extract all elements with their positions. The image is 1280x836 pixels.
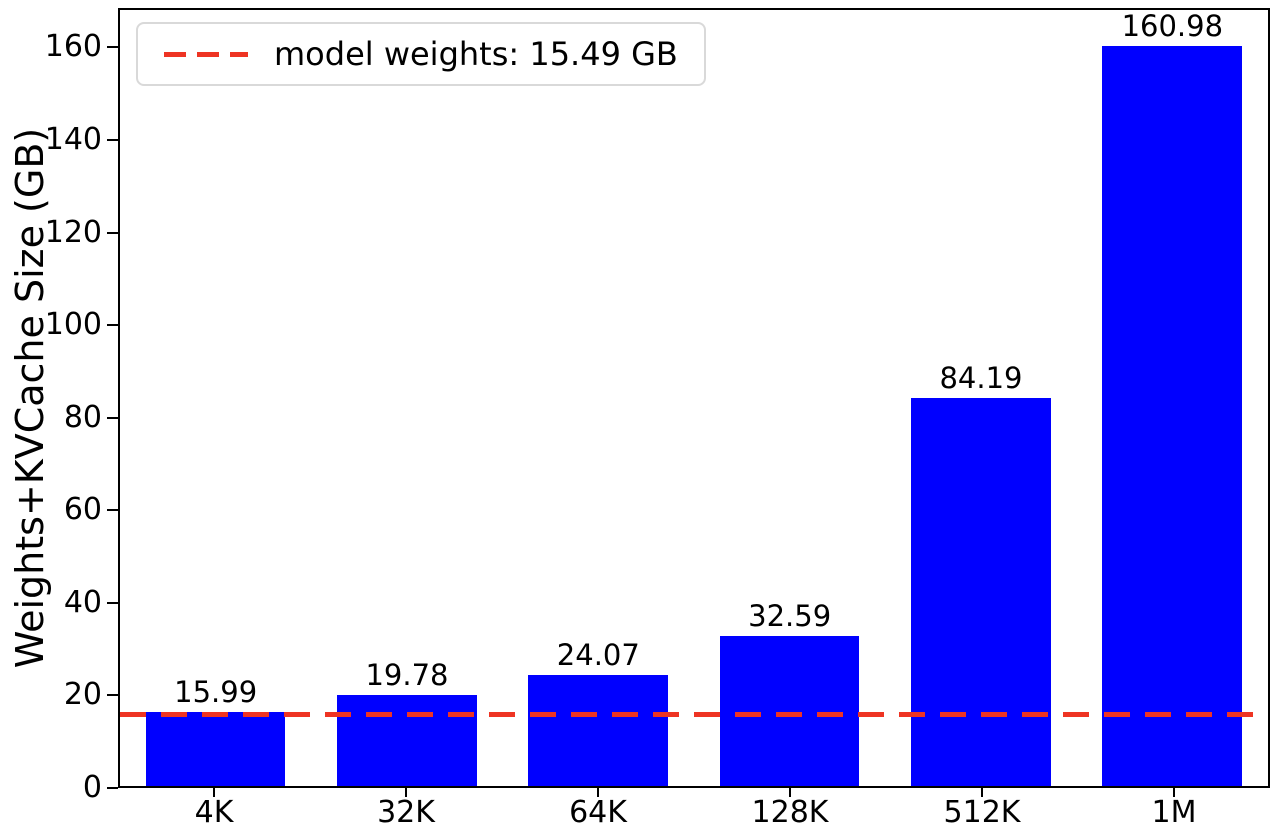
- y-tick-mark: [107, 601, 118, 604]
- bar-value-label: 19.78: [365, 657, 449, 692]
- x-tick-mark: [597, 788, 599, 797]
- bar-value-label: 15.99: [174, 675, 258, 710]
- bar: [911, 398, 1051, 786]
- x-tick-label: 64K: [569, 795, 627, 830]
- y-tick-mark: [107, 787, 118, 789]
- bar-value-label: 32.59: [748, 598, 832, 633]
- bar: [337, 694, 477, 786]
- bar: [528, 675, 669, 786]
- y-tick-label: 0: [82, 770, 102, 805]
- y-tick-mark: [107, 416, 118, 419]
- bar-value-label: 160.98: [1121, 9, 1224, 43]
- legend-label: model weights: 15.49 GB: [274, 35, 678, 73]
- x-tick-mark: [213, 788, 215, 797]
- plot-area: 15.99 19.78 24.07 32.59 84.19 160.98 model we…: [118, 8, 1270, 788]
- y-tick-mark: [107, 46, 118, 49]
- x-tick-label: 128K: [751, 795, 829, 830]
- x-tick-mark: [789, 788, 791, 797]
- y-tick-label: 120: [44, 214, 102, 250]
- y-tick-label: 20: [63, 677, 102, 713]
- bar: [719, 635, 860, 786]
- bar-slot: 15.99: [120, 10, 311, 786]
- y-tick-mark: [107, 324, 118, 327]
- y-tick-mark: [107, 509, 118, 512]
- bar-value-label: 84.19: [939, 360, 1023, 395]
- x-tick-mark: [1173, 788, 1175, 797]
- bar-slot: 19.78: [311, 10, 502, 786]
- y-tick-mark: [107, 138, 118, 141]
- y-tick-label: 60: [63, 492, 102, 528]
- x-tick-mark: [981, 788, 983, 797]
- x-tick-label: 512K: [943, 795, 1021, 830]
- legend-dashed-line-icon: [164, 51, 248, 57]
- x-tick-label: 1M: [1151, 795, 1197, 830]
- legend: model weights: 15.49 GB: [136, 22, 706, 87]
- bar: [1102, 46, 1243, 786]
- bar: [145, 712, 286, 786]
- y-tick-label: 140: [44, 121, 102, 157]
- y-tick-mark: [107, 231, 118, 234]
- x-tick-mark: [405, 788, 407, 797]
- bar-slot: 24.07: [503, 10, 694, 786]
- bar-value-label: 24.07: [556, 637, 640, 672]
- x-tick-label: 32K: [377, 795, 435, 830]
- y-tick-mark: [107, 694, 118, 697]
- y-tick-label: 100: [44, 307, 102, 343]
- bar-slot: 160.98: [1077, 9, 1268, 786]
- bars-container: 15.99 19.78 24.07 32.59 84.19 160.98: [120, 9, 1268, 786]
- bar-slot: 84.19: [885, 10, 1076, 786]
- y-tick-label: 80: [63, 399, 102, 435]
- x-tick-label: 4K: [194, 795, 234, 830]
- model-weights-reference-line: [120, 711, 1268, 717]
- y-tick-label: 40: [63, 584, 102, 620]
- y-tick-label: 160: [44, 29, 102, 65]
- bar-slot: 32.59: [694, 10, 885, 786]
